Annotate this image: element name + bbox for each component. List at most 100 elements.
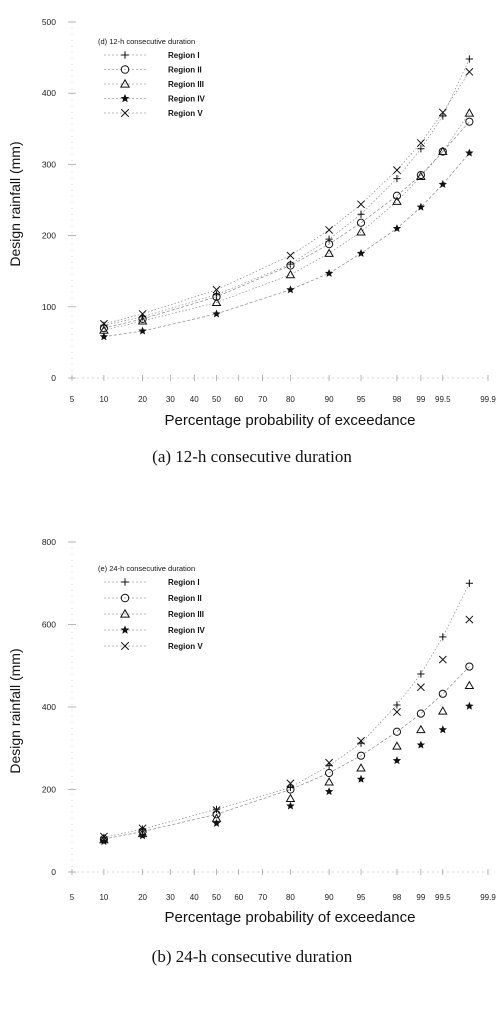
data-point bbox=[465, 55, 473, 63]
data-point bbox=[324, 268, 334, 277]
data-point bbox=[285, 793, 296, 803]
data-point bbox=[99, 837, 109, 846]
series-line bbox=[103, 71, 470, 325]
chart-panel-2: 0 200 400 600 800 5 10 20 30 40 50 60 70 80 90 95 98 99 99… bbox=[7, 537, 496, 966]
data-point bbox=[211, 297, 222, 306]
x-tick-label: 70 bbox=[258, 893, 267, 902]
x-tick-label: 10 bbox=[99, 395, 108, 404]
legend-marker bbox=[120, 641, 130, 651]
data-point bbox=[465, 701, 474, 710]
series-3 bbox=[99, 680, 475, 844]
series-1 bbox=[100, 579, 473, 841]
data-point bbox=[356, 751, 366, 760]
series-4 bbox=[99, 148, 474, 341]
data-point bbox=[437, 706, 448, 715]
legend-marker bbox=[121, 51, 129, 59]
data-point bbox=[285, 269, 296, 279]
y-tick-label: 0 bbox=[51, 867, 56, 877]
data-point bbox=[324, 777, 334, 786]
x-tick-label: 90 bbox=[325, 893, 334, 902]
x-tick-label: 70 bbox=[258, 395, 267, 404]
data-point bbox=[137, 316, 148, 325]
legend-marker bbox=[120, 108, 130, 118]
x-tick-label: 99 bbox=[416, 893, 425, 902]
legend-label: Region V bbox=[168, 109, 203, 118]
series-3 bbox=[99, 108, 475, 334]
series-5 bbox=[99, 67, 474, 328]
data-point bbox=[356, 249, 366, 257]
data-point bbox=[212, 806, 221, 815]
x-tick-label: 80 bbox=[286, 395, 295, 404]
x-tick-label: 20 bbox=[138, 893, 147, 902]
data-point bbox=[286, 785, 295, 794]
data-point bbox=[465, 148, 474, 157]
data-point bbox=[324, 787, 334, 796]
y-axis-label: Design rainfall (mm) bbox=[7, 648, 23, 773]
data-point bbox=[286, 779, 295, 788]
data-point bbox=[393, 175, 401, 183]
data-point bbox=[416, 139, 425, 147]
data-point bbox=[392, 166, 401, 175]
series-line bbox=[103, 583, 470, 838]
data-point bbox=[356, 227, 366, 236]
x-tick-label: 99.9 bbox=[480, 395, 496, 404]
x-tick-label: 99.5 bbox=[435, 893, 451, 902]
legend-label: Region III bbox=[168, 80, 204, 89]
x-tick-label: 50 bbox=[212, 893, 221, 902]
legend-title: (d) 12-h consecutive duration bbox=[98, 37, 195, 46]
data-point bbox=[392, 727, 402, 736]
data-point bbox=[138, 824, 147, 833]
data-point bbox=[212, 805, 221, 813]
x-tick-label: 99.9 bbox=[480, 893, 496, 902]
data-point bbox=[357, 736, 365, 745]
x-tick-label: 50 bbox=[212, 395, 221, 404]
legend-label: Region IV bbox=[168, 95, 206, 104]
figure-caption: (a) 12-h consecutive duration bbox=[152, 447, 352, 466]
legend-title: (e) 24-h consecutive duration bbox=[98, 564, 195, 573]
x-tick-label: 80 bbox=[286, 893, 295, 902]
series-2 bbox=[99, 117, 474, 333]
data-point bbox=[438, 689, 447, 698]
series-4 bbox=[99, 701, 474, 846]
data-point bbox=[138, 326, 147, 335]
data-point bbox=[417, 670, 425, 678]
legend-label: Region III bbox=[168, 610, 204, 619]
y-tick-label: 300 bbox=[42, 159, 56, 169]
data-point bbox=[286, 251, 295, 260]
data-point bbox=[438, 179, 447, 188]
data-point bbox=[212, 818, 221, 827]
data-point bbox=[99, 332, 109, 341]
legend-label: Region V bbox=[168, 642, 203, 651]
series-5 bbox=[99, 615, 474, 841]
y-tick-label: 600 bbox=[42, 620, 56, 630]
data-point bbox=[286, 801, 295, 810]
data-point bbox=[438, 108, 447, 117]
legend-label: Region I bbox=[168, 578, 200, 587]
data-point bbox=[392, 224, 402, 233]
data-point bbox=[286, 285, 295, 294]
data-point bbox=[437, 146, 448, 156]
data-point bbox=[392, 191, 402, 200]
x-tick-label: 30 bbox=[166, 893, 175, 902]
series-line bbox=[103, 152, 470, 338]
data-point bbox=[212, 309, 221, 318]
data-point bbox=[416, 202, 426, 211]
x-tick-label: 40 bbox=[190, 893, 199, 902]
data-point bbox=[138, 309, 147, 318]
data-point bbox=[392, 741, 402, 750]
legend-marker bbox=[120, 93, 130, 103]
y-tick-label: 200 bbox=[42, 231, 56, 241]
x-tick-label: 20 bbox=[138, 395, 147, 404]
data-point bbox=[465, 662, 474, 671]
x-tick-label: 95 bbox=[357, 893, 366, 902]
y-tick-label: 500 bbox=[42, 17, 56, 27]
y-tick-label: 200 bbox=[42, 785, 56, 795]
x-tick-label: 98 bbox=[392, 395, 401, 404]
series-line bbox=[103, 58, 470, 326]
data-point bbox=[392, 196, 402, 205]
legend-label: Region II bbox=[168, 594, 202, 603]
data-point bbox=[286, 261, 295, 270]
legend-marker bbox=[119, 608, 131, 618]
series-line bbox=[103, 112, 470, 331]
data-point bbox=[356, 774, 366, 783]
